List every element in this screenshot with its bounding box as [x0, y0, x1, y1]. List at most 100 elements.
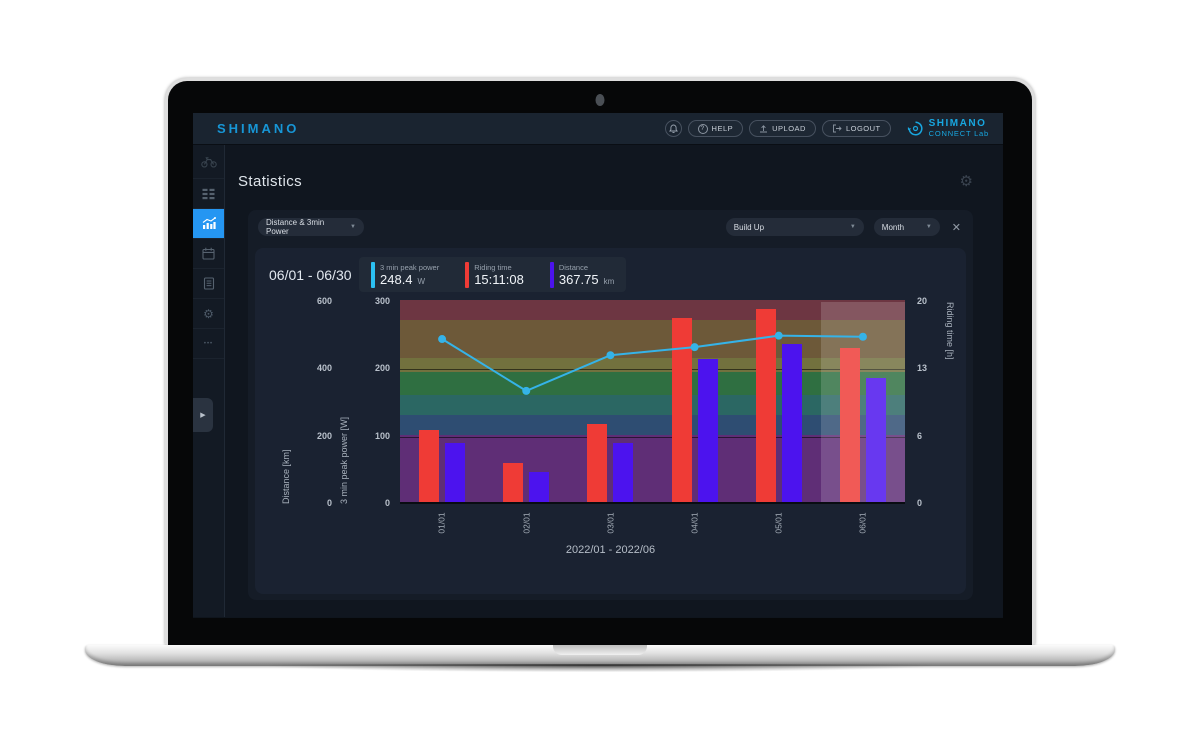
sidebar-item-statistics[interactable] — [193, 209, 224, 239]
x-axis-labels: 01/01 02/01 03/01 04/01 05/01 06/01 — [400, 504, 905, 542]
power-line-point — [438, 335, 447, 344]
interval-select[interactable]: Month ▼ — [873, 218, 940, 236]
stat-unit: km — [603, 276, 615, 286]
stat-value: 15:11:08 — [474, 271, 524, 287]
page-title: Statistics — [238, 172, 303, 190]
axis-tick-label: 13 — [917, 363, 928, 374]
chevron-down-icon: ▼ — [849, 224, 856, 230]
expand-arrow-icon: ▶ — [200, 412, 206, 419]
statistics-card: Distance & 3min Power ▼ Build Up ▼ Month… — [248, 210, 973, 600]
stat-item: 3 min peak power 248.4 W — [371, 261, 440, 288]
power-line-point — [690, 343, 699, 352]
metric-select-value: Distance & 3min Power — [266, 218, 325, 236]
axis-tick-label: 20 — [917, 296, 928, 306]
sidebar-item-bike[interactable] — [193, 145, 224, 179]
gridline — [400, 369, 905, 371]
connect-lab-ring-icon — [907, 120, 924, 137]
power-line-point — [858, 332, 867, 341]
bell-icon — [668, 124, 678, 134]
axis-riding-ticks: 20 13 6 0 — [917, 296, 943, 508]
riding-time-bar — [839, 348, 860, 502]
power-zone-band — [400, 357, 905, 373]
power-zone-band — [400, 435, 905, 502]
stat-item: Riding time 15:11:08 — [465, 261, 524, 288]
chevron-down-icon: ▼ — [925, 224, 932, 230]
help-button[interactable]: ? HELP — [687, 120, 744, 137]
laptop-shadow — [150, 664, 1050, 680]
axis-power-ticks: 300 200 100 0 — [348, 296, 390, 508]
plan-select-value: Build Up — [733, 222, 765, 232]
document-icon — [203, 277, 215, 290]
app-screen: SHIMANO ? HELP UPLOAD — [193, 113, 1003, 618]
upload-button[interactable]: UPLOAD — [749, 120, 816, 137]
power-zone-band — [400, 394, 905, 416]
notifications-button[interactable] — [664, 120, 682, 137]
help-label: HELP — [711, 124, 734, 133]
axis-tick-label: 400 — [316, 363, 332, 374]
power-zone-band — [400, 415, 905, 436]
page-settings-gear-icon[interactable]: ⚙ — [959, 173, 973, 190]
sidebar-item-calendar[interactable] — [193, 239, 224, 269]
metric-select[interactable]: Distance & 3min Power ▼ — [258, 218, 364, 236]
axis-tick-label: 100 — [374, 430, 390, 441]
stat-label: 3 min peak power — [380, 262, 440, 272]
sidebar-item-more[interactable]: ••• — [193, 329, 224, 359]
axis-tick-label: 200 — [316, 430, 332, 441]
interval-select-value: Month — [881, 222, 905, 232]
x-axis-label: 03/01 — [605, 512, 616, 534]
chart-panel: 06/01 - 06/30 3 min peak power 248.4 W Ridi… — [255, 248, 966, 594]
x-axis-label: 04/01 — [689, 512, 700, 534]
logout-icon — [832, 124, 842, 133]
upload-icon — [759, 124, 768, 133]
brand-line2: CONNECT Lab — [928, 128, 989, 138]
x-axis-label: 02/01 — [521, 512, 532, 534]
sidebar-expand-tab[interactable]: ▶ — [193, 398, 213, 432]
chart-caption: 2022/01 - 2022/06 — [565, 544, 656, 556]
topbar-actions: ? HELP UPLOAD LOGOUT — [664, 118, 989, 138]
riding-time-bar — [671, 318, 692, 502]
bike-icon — [200, 156, 217, 168]
sidebar-item-dashboard[interactable] — [193, 179, 224, 209]
axis-tick-label: 200 — [374, 363, 390, 374]
power-line-point — [606, 351, 615, 360]
statistics-chart-icon — [202, 217, 216, 230]
sidebar-item-settings[interactable]: ⚙ — [193, 299, 224, 329]
laptop-bezel: SHIMANO ? HELP UPLOAD — [165, 78, 1035, 645]
main-content: Statistics ⚙ Distance & 3min Power ▼ Bui… — [225, 145, 1003, 617]
plot-area — [400, 300, 905, 504]
plan-select[interactable]: Build Up ▼ — [725, 218, 864, 236]
stat-color-bar — [549, 261, 554, 288]
stat-unit: W — [417, 276, 426, 286]
axis-tick-label: 600 — [316, 296, 332, 306]
stat-value: 367.75 — [558, 271, 599, 287]
left-axis: Distance [km] 3 min peak power [W] 600 40… — [255, 296, 400, 508]
brand-line1: SHIMANO — [928, 118, 987, 130]
x-axis-label: 06/01 — [857, 512, 868, 534]
x-axis-label: 01/01 — [437, 512, 448, 534]
riding-time-bar — [503, 462, 524, 502]
power-line-point — [522, 386, 531, 395]
topbar: SHIMANO ? HELP UPLOAD — [193, 113, 1003, 145]
ellipsis-icon: ••• — [203, 340, 214, 347]
sidebar-item-records[interactable] — [193, 269, 224, 299]
stat-value: 248.4 — [380, 271, 413, 287]
close-icon[interactable]: ✕ — [951, 221, 961, 234]
distance-bar — [865, 378, 886, 502]
right-axis: 20 13 6 0 Riding time [h] — [905, 296, 966, 508]
axis-tick-label: 0 — [384, 498, 390, 508]
axis-tick-label: 300 — [374, 296, 390, 306]
laptop-base — [85, 645, 1115, 666]
shimano-logo: SHIMANO — [217, 121, 300, 136]
chevron-down-icon: ▼ — [350, 224, 356, 230]
logout-button[interactable]: LOGOUT — [821, 120, 891, 137]
riding-time-bar — [755, 309, 776, 502]
sidebar: ⚙ ••• ▶ — [193, 145, 225, 617]
webcam-dot — [595, 94, 605, 106]
legend: 3 min peak power 248.4 W Riding time 15:11:0… — [359, 257, 627, 292]
dashboard-grid-icon — [202, 188, 215, 200]
upload-label: UPLOAD — [772, 124, 806, 133]
distance-bar — [529, 472, 550, 502]
chart-row: Distance [km] 3 min peak power [W] 600 40… — [255, 296, 966, 508]
gridline — [400, 436, 905, 438]
selected-date-range: 06/01 - 06/30 — [269, 266, 352, 283]
